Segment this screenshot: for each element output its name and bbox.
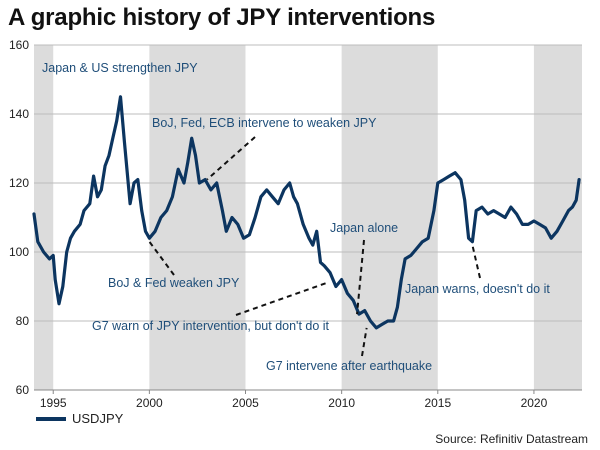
annotation-label-4: Japan alone — [330, 221, 398, 235]
legend-swatch — [36, 416, 66, 421]
y-tick-label: 80 — [16, 314, 30, 328]
annotation-leader-2 — [148, 241, 175, 276]
annotation-label-3: G7 warn of JPY intervention, but don't d… — [92, 319, 330, 333]
x-tick-label: 2015 — [424, 396, 451, 410]
annotation-label-5: G7 intervene after earthquake — [266, 359, 432, 373]
x-tick-label: 1995 — [40, 396, 67, 410]
annotation-label-0: Japan & US strengthen JPY — [42, 61, 198, 75]
x-tick-label: 2010 — [328, 396, 355, 410]
x-tick-label: 2020 — [521, 396, 548, 410]
y-tick-label: 160 — [9, 38, 29, 52]
y-tick-label: 100 — [9, 245, 29, 259]
series-line-usdjpy — [32, 95, 581, 330]
legend-label: USDJPY — [72, 411, 124, 426]
shaded-period-1 — [149, 45, 246, 390]
annotation-leader-5 — [361, 327, 368, 357]
legend: USDJPY — [36, 411, 123, 426]
annotation-label-1: BoJ, Fed, ECB intervene to weaken JPY — [152, 116, 377, 130]
source-note: Source: Refinitiv Datastream — [435, 432, 588, 446]
y-tick-label: 140 — [9, 107, 29, 121]
annotation-leader-4 — [356, 239, 365, 315]
chart-title: A graphic history of JPY interventions — [8, 4, 436, 31]
annotation-label-6: Japan warns, doesn't do it — [405, 282, 550, 296]
y-tick-label: 120 — [9, 176, 29, 190]
x-tick-label: 2005 — [232, 396, 259, 410]
y-tick-label: 60 — [16, 383, 30, 397]
annotation-leader-3 — [235, 282, 327, 316]
annotation-leader-6 — [471, 244, 481, 279]
annotation-label-2: BoJ & Fed weaken JPY — [108, 276, 240, 290]
shaded-period-2 — [341, 45, 438, 390]
shaded-period-3 — [533, 45, 582, 390]
x-tick-label: 2000 — [136, 396, 163, 410]
shaded-period-0 — [34, 45, 54, 390]
annotation-leader-1 — [206, 136, 256, 181]
